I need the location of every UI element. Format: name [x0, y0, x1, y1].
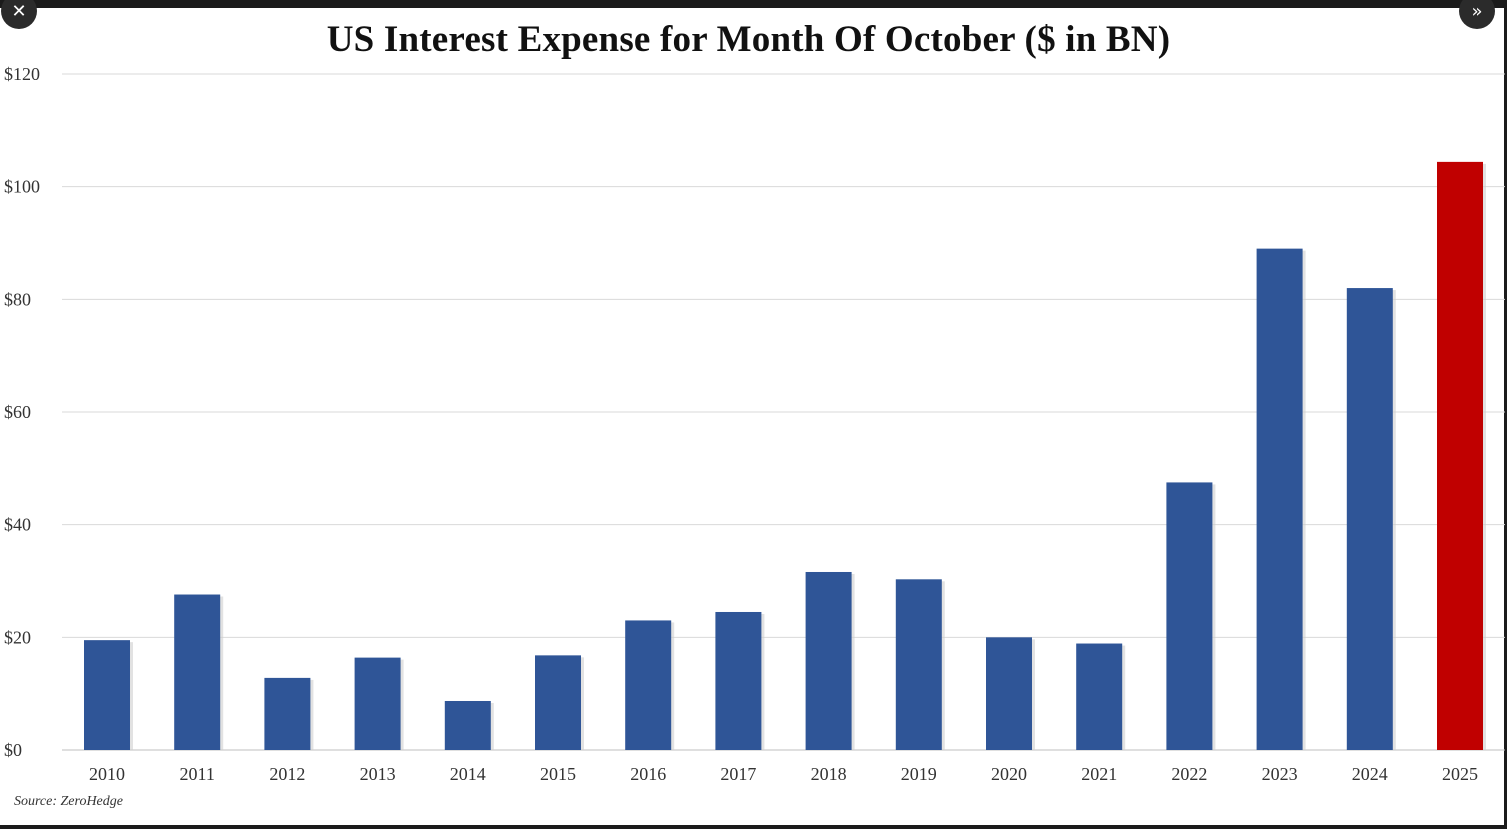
bar-2022 [1166, 482, 1213, 750]
bar-2020 [986, 637, 1032, 750]
window-right-edge [1504, 0, 1507, 829]
x-tick-label: 2014 [450, 764, 486, 784]
x-tick-label: 2013 [360, 764, 396, 784]
y-tick-label: $20 [4, 627, 31, 647]
bar-2025 [1437, 161, 1483, 750]
bar-2013 [354, 657, 401, 750]
double-chevron-right-icon: » [1471, 0, 1483, 22]
close-icon: ✕ [11, 0, 27, 22]
x-tick-label: 2016 [630, 764, 666, 784]
bar-2011 [174, 594, 221, 750]
y-tick-label: $60 [4, 402, 31, 422]
y-tick-label: $0 [4, 740, 22, 760]
x-tick-label: 2022 [1171, 764, 1207, 784]
source-note: Source: ZeroHedge [14, 794, 123, 809]
bars [84, 161, 1486, 750]
bar-2012 [264, 677, 311, 750]
y-tick-label: $80 [4, 289, 31, 309]
y-tick-label: $40 [4, 515, 31, 535]
bar-2017 [715, 611, 762, 750]
bar-2023 [1256, 248, 1303, 750]
bar-2010 [84, 640, 130, 750]
x-tick-label: 2017 [720, 764, 756, 784]
bar-2019 [895, 579, 942, 750]
window-bottom-bar [0, 825, 1507, 829]
bar-2024 [1346, 288, 1393, 750]
bar-2021 [1076, 643, 1123, 750]
x-tick-label: 2024 [1352, 764, 1388, 784]
window-top-bar [0, 0, 1507, 8]
x-axis: 2010 2011 2012 2013 2014 2015 2016 2017 2018 2019… [89, 764, 1478, 784]
x-tick-label: 2012 [269, 764, 305, 784]
x-tick-label: 2018 [811, 764, 847, 784]
x-tick-label: 2015 [540, 764, 576, 784]
x-tick-label: 2021 [1081, 764, 1117, 784]
bar-2016 [625, 620, 672, 750]
expand-button[interactable]: » [1459, 0, 1495, 29]
x-tick-label: 2011 [180, 764, 215, 784]
x-tick-label: 2010 [89, 764, 125, 784]
x-tick-label: 2023 [1262, 764, 1298, 784]
chart-title: US Interest Expense for Month Of October… [326, 19, 1171, 60]
x-tick-label: 2025 [1442, 764, 1478, 784]
x-tick-label: 2019 [901, 764, 937, 784]
x-tick-label: 2020 [991, 764, 1027, 784]
bar-2018 [805, 571, 852, 750]
bar-2015 [535, 655, 581, 750]
y-axis: $0 $20 $40 $60 $80 $100 $120 [4, 64, 40, 760]
bar-2014 [444, 700, 491, 750]
y-tick-label: $100 [4, 177, 40, 197]
close-button[interactable]: ✕ [1, 0, 37, 29]
y-tick-label: $120 [4, 64, 40, 84]
